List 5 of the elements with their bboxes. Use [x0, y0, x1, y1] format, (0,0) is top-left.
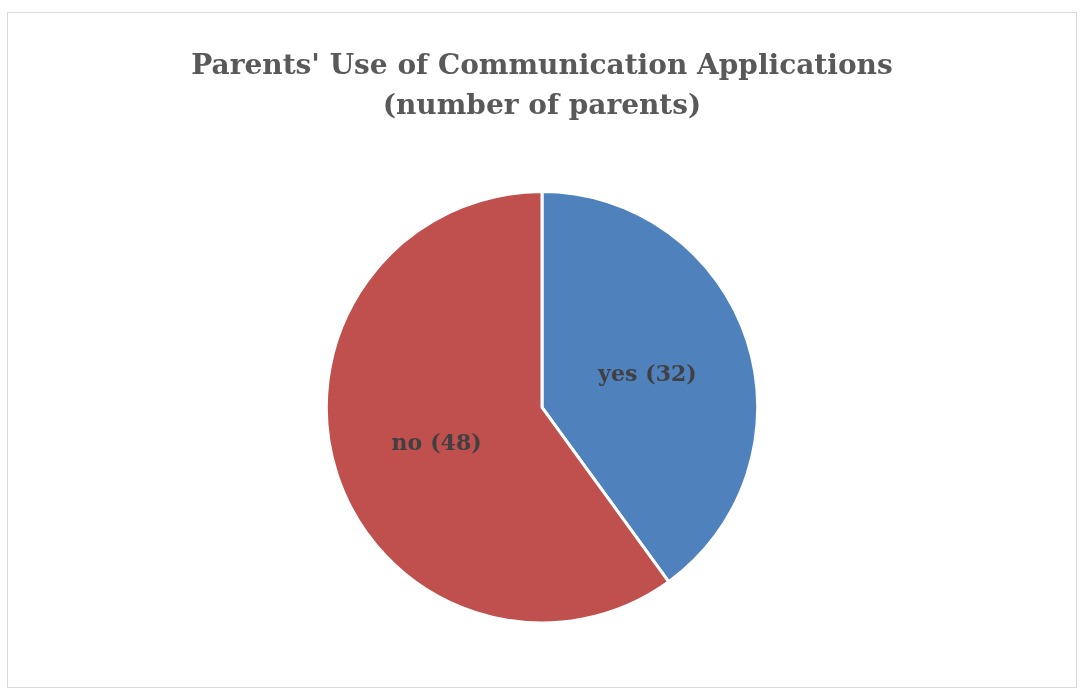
data-label: (48)	[430, 428, 482, 455]
data-label: (32)	[645, 360, 697, 387]
slice-label: no	[391, 428, 423, 455]
chart-title: Parents' Use of Communication Applications (number of parents)	[191, 47, 893, 121]
slice-label: yes	[597, 360, 638, 387]
